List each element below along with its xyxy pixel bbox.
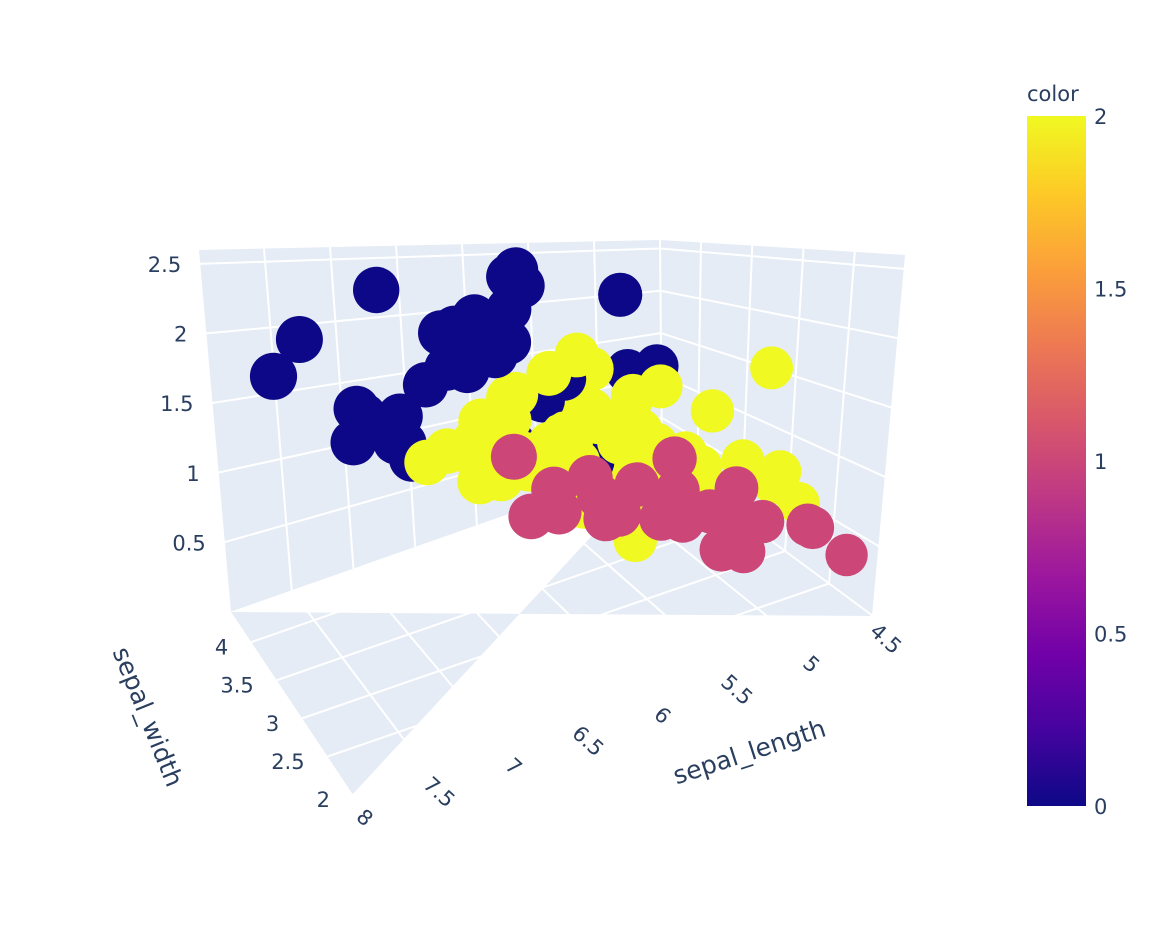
data-point: [418, 310, 464, 356]
data-point: [598, 272, 643, 317]
x-gridline: [197, 249, 231, 613]
x-tick-label: 8: [352, 804, 378, 831]
y-axis-title: sepal_width: [107, 643, 189, 791]
data-point: [526, 350, 572, 396]
y-gridline: [300, 550, 786, 720]
y-gridline: [275, 517, 742, 682]
data-point: [333, 385, 380, 432]
x-tick-label: 5: [798, 651, 824, 678]
x-gridline: [263, 248, 293, 591]
y-gridline: [351, 615, 874, 796]
colorbar-gradient: [1027, 116, 1086, 806]
z-tick-label: 1: [186, 462, 199, 486]
data-point: [377, 393, 423, 440]
z-gridline: [199, 247, 661, 265]
z-ticks: 0.5 1 1.5 2 2.5: [148, 253, 206, 556]
y-tick-label: 2: [317, 788, 330, 812]
data-point: [249, 352, 298, 400]
y-tick-label: 4: [215, 636, 228, 660]
data-point: [353, 266, 400, 314]
colorbar-tick-label: 0: [1094, 795, 1107, 819]
data-point: [758, 450, 802, 493]
markers: [249, 247, 868, 577]
z-gridline: [660, 289, 899, 340]
colorbar-ticks: 0 0.5 1 1.5 2: [1094, 105, 1127, 819]
data-point: [577, 474, 623, 520]
data-point: [275, 316, 323, 363]
y-tick-label: 3: [266, 712, 279, 736]
data-point: [490, 433, 537, 480]
x-tick-label: 4.5: [865, 619, 906, 659]
y-ticks: 2 2.5 3 3.5 4: [215, 636, 330, 813]
x-tick-label: 6: [649, 702, 675, 729]
z-gridline: [659, 247, 905, 270]
data-point: [750, 346, 794, 390]
x-tick-label: 5.5: [716, 670, 757, 710]
y-tick-label: 3.5: [220, 674, 253, 698]
x-tick-label: 6.5: [568, 721, 609, 761]
data-point: [825, 533, 868, 577]
colorbar-tick-label: 1.5: [1094, 278, 1127, 302]
z-tick-label: 1.5: [160, 392, 193, 416]
data-point: [404, 439, 450, 486]
data-point: [508, 493, 554, 540]
data-point: [402, 362, 449, 408]
scene[interactable]: 0.5 1 1.5 2 2.5 2 2.5 3 3.5 4 4.5 5 5.5 6 6.5 7 7.5 8 s…: [107, 239, 907, 831]
data-point: [597, 420, 642, 465]
x-tick-label: 7: [501, 753, 527, 780]
data-point: [492, 371, 539, 418]
z-tick-label: 0.5: [172, 531, 205, 555]
y-tick-label: 2.5: [271, 750, 304, 774]
right-wall: [660, 240, 906, 616]
colorbar-title: color: [1027, 82, 1079, 106]
colorbar-tick-label: 1: [1094, 450, 1107, 474]
z-gridline: [660, 374, 887, 479]
data-point: [791, 506, 835, 550]
data-point: [652, 436, 697, 481]
data-point: [541, 411, 587, 457]
x-tick-label: 7.5: [419, 772, 460, 812]
y-gridline: [326, 582, 830, 758]
colorbar-tick-label: 0.5: [1094, 623, 1127, 647]
data-point: [486, 254, 532, 300]
colorbar-tick-label: 2: [1094, 105, 1107, 129]
x-axis-title: sepal_length: [669, 714, 829, 791]
colorbar: color 0 0.5 1 1.5 2: [1027, 82, 1127, 819]
z-tick-label: 2: [174, 323, 187, 347]
y-gridline: [872, 254, 907, 617]
z-tick-label: 2.5: [148, 253, 181, 277]
data-point: [690, 389, 735, 433]
data-point: [330, 419, 377, 466]
data-point: [699, 527, 744, 572]
